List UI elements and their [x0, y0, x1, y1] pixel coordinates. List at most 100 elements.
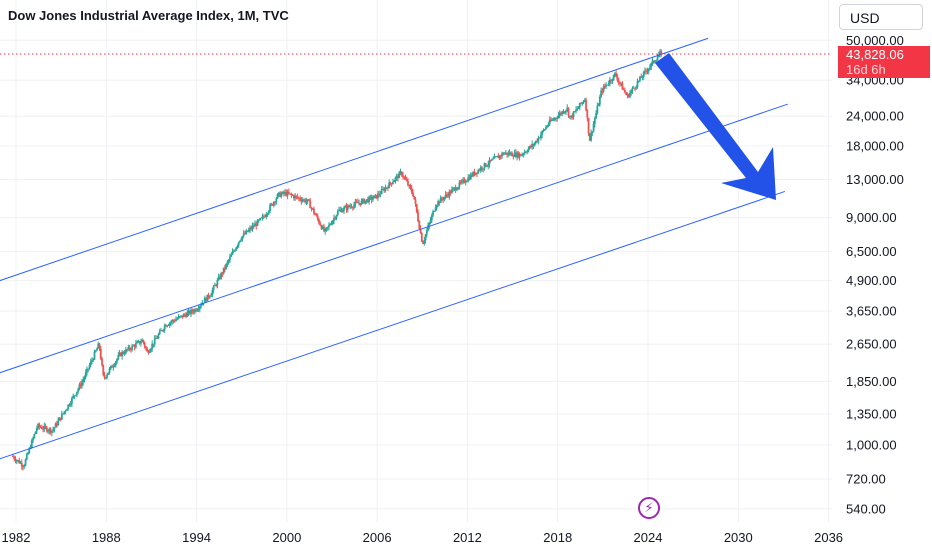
candle-body: [601, 90, 604, 92]
candle-body: [86, 368, 88, 373]
candle-body: [427, 225, 429, 231]
candle-body: [494, 156, 497, 158]
candle-body: [437, 201, 439, 206]
candle-body: [348, 205, 350, 207]
candle-body: [324, 229, 327, 232]
candle-body: [603, 86, 606, 87]
candle-body: [251, 225, 254, 230]
candle-body: [161, 330, 164, 332]
candle-body: [297, 197, 300, 199]
candle-body: [560, 112, 562, 115]
candle-body: [156, 337, 159, 339]
x-axis-label: 2018: [543, 530, 572, 545]
candle-body: [501, 153, 503, 157]
candle-body: [474, 172, 477, 175]
candle-body: [138, 341, 141, 344]
candle-body: [481, 167, 483, 170]
candle-body: [116, 358, 118, 362]
y-axis-label: 6,500.00: [846, 244, 897, 259]
lightning-bolt-icon[interactable]: ⚡: [638, 497, 660, 519]
candle-body: [375, 194, 378, 199]
candle-body: [439, 197, 442, 204]
candle-body: [522, 153, 525, 155]
candle-body: [502, 153, 505, 155]
candle-body: [141, 340, 144, 343]
candle-body: [493, 156, 496, 159]
candle-body: [227, 260, 230, 262]
candle-body: [197, 308, 200, 310]
candle-body: [207, 294, 210, 298]
candle-body: [241, 236, 244, 240]
candle-body: [550, 119, 552, 121]
candle-body: [455, 189, 458, 191]
candle-body: [463, 179, 466, 183]
candle-body: [165, 325, 167, 327]
candle-body: [137, 341, 140, 342]
candle-body: [632, 87, 635, 89]
candle-body: [541, 131, 544, 135]
candle-body: [67, 404, 70, 410]
candle-body: [232, 251, 235, 252]
candle-body: [570, 115, 572, 118]
candle-body: [398, 172, 401, 179]
candle-body: [611, 79, 614, 81]
candle-body: [323, 226, 325, 232]
bar-countdown: 16d 6h: [846, 62, 886, 77]
candle-body: [134, 343, 137, 348]
candle-body: [300, 199, 303, 202]
candle-body: [43, 425, 46, 430]
x-axis-label: 1994: [182, 530, 211, 545]
candle-body: [20, 462, 23, 467]
candle-body: [440, 197, 443, 200]
candle-body: [499, 155, 502, 157]
candle-body: [487, 164, 490, 166]
candle-body: [369, 196, 372, 198]
candle-body: [295, 195, 298, 197]
y-axis-label: 24,000.00: [846, 109, 904, 124]
candle-body: [349, 206, 352, 208]
candle-body: [498, 155, 501, 159]
candle-body: [527, 148, 530, 152]
candle-body: [99, 348, 102, 359]
candle-body: [519, 154, 522, 156]
candle-body: [142, 340, 145, 343]
candle-body: [276, 193, 279, 199]
candle-body: [94, 350, 97, 352]
candle-body: [467, 177, 470, 181]
candle-body: [583, 99, 586, 102]
candle-body: [221, 273, 224, 274]
candle-body: [591, 131, 594, 133]
candle-body: [608, 79, 611, 84]
candle-body: [250, 227, 253, 230]
candle-body: [24, 459, 27, 466]
candle-body: [23, 465, 26, 467]
candle-body: [592, 123, 595, 132]
candle-body: [393, 180, 396, 183]
candle-body: [77, 388, 80, 392]
candle-body: [158, 330, 161, 335]
candle-body: [443, 197, 446, 200]
candle-body: [600, 90, 603, 97]
candle-body: [424, 234, 427, 241]
candle-body: [578, 102, 581, 108]
candle-body: [552, 119, 555, 121]
candle-body: [458, 182, 461, 188]
candle-body: [626, 94, 629, 96]
candle-body: [616, 76, 619, 81]
candle-body: [354, 201, 357, 205]
candle-body: [155, 338, 157, 340]
candle-body: [25, 454, 28, 460]
candle-body: [356, 202, 359, 204]
candle-body: [370, 196, 373, 200]
candle-body: [379, 193, 382, 195]
candle-body: [353, 204, 355, 208]
candle-body: [529, 146, 532, 147]
candle-body: [291, 195, 294, 196]
candle-body: [533, 143, 536, 146]
candle-body: [132, 345, 135, 347]
candle-body: [634, 87, 636, 89]
candle-body: [330, 223, 333, 225]
currency-button[interactable]: USD: [839, 4, 923, 30]
candle-body: [260, 217, 263, 219]
